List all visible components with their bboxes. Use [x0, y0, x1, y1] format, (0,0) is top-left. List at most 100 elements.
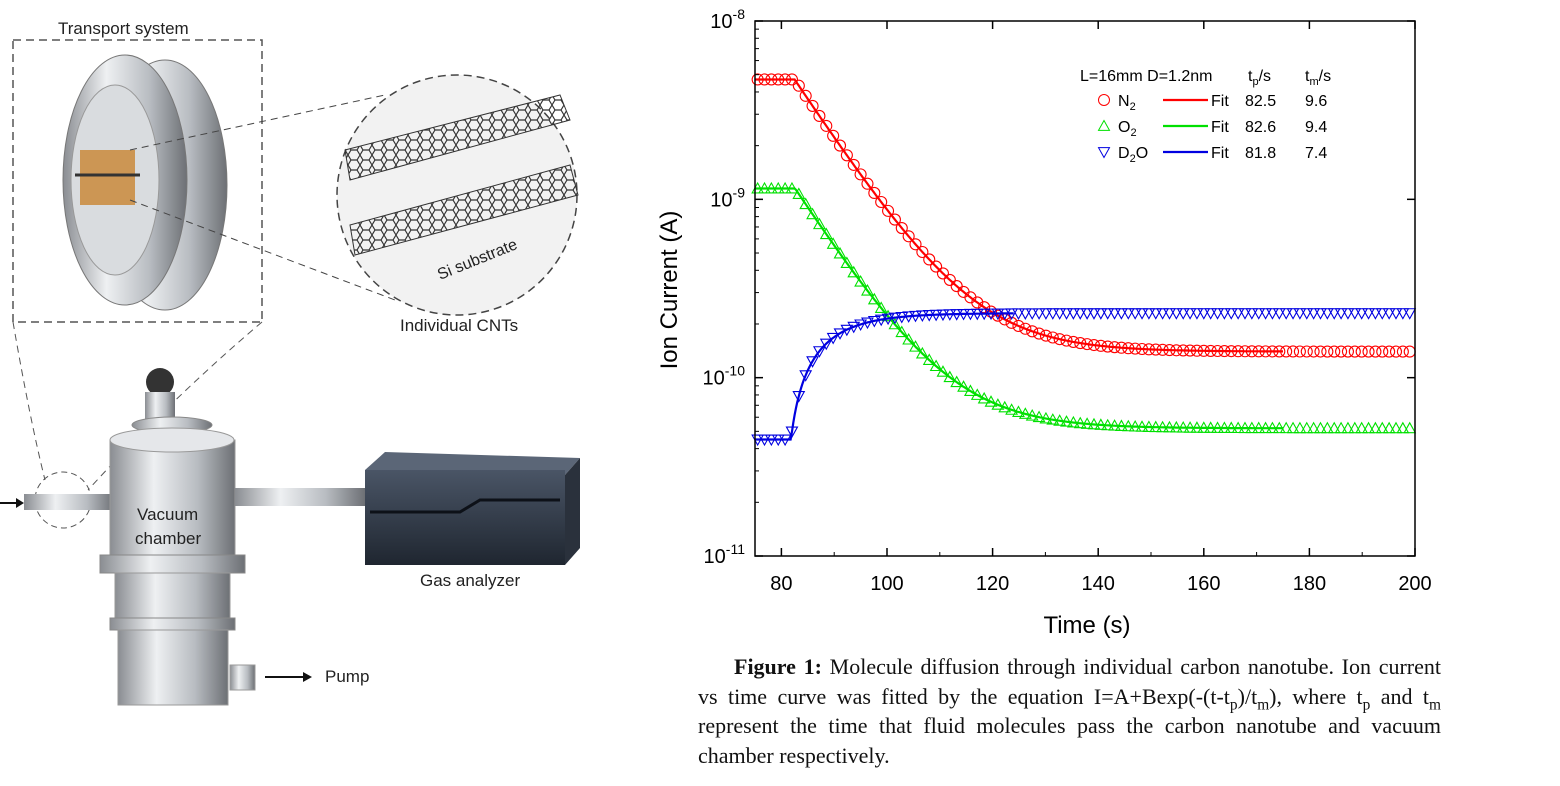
data-point — [1320, 421, 1334, 434]
data-point — [1314, 421, 1327, 434]
data-point — [1224, 308, 1238, 320]
data-point — [1046, 331, 1059, 344]
cnt-magnified-view — [336, 74, 579, 316]
data-point — [888, 317, 902, 330]
data-point — [1183, 308, 1197, 320]
data-point — [1012, 308, 1025, 320]
data-point — [922, 353, 936, 365]
data-point — [826, 237, 840, 249]
data-point — [1101, 308, 1115, 320]
data-point — [1348, 421, 1362, 434]
data-point — [1019, 322, 1032, 335]
legend-fit-label: Fit — [1211, 145, 1229, 162]
data-point — [1307, 421, 1321, 434]
data-point — [1321, 345, 1334, 358]
data-point — [861, 283, 874, 296]
transport-flange-illustration — [62, 54, 228, 311]
caption-sub: p — [1229, 695, 1238, 713]
data-point — [1320, 308, 1334, 320]
data-point — [1026, 325, 1039, 338]
legend-marker — [1098, 94, 1110, 106]
transport-system-label: Transport system — [58, 19, 189, 38]
chamber-label: chamber — [135, 529, 202, 548]
fit-line — [755, 187, 1283, 430]
data-point — [1252, 308, 1266, 320]
data-point — [1211, 308, 1224, 320]
data-point — [1327, 421, 1341, 434]
data-point — [1314, 308, 1327, 320]
data-point — [792, 391, 806, 403]
legend-tp-value: 82.6 — [1245, 119, 1276, 136]
data-point — [1033, 327, 1046, 340]
data-point — [806, 207, 819, 220]
data-point — [895, 221, 908, 235]
legend-series-name: N2 — [1118, 93, 1136, 113]
data-point — [1094, 308, 1108, 320]
caption-text: and t — [1370, 683, 1430, 709]
data-point — [1300, 308, 1314, 320]
data-point — [840, 149, 853, 162]
x-tick-label: 140 — [1082, 573, 1115, 595]
x-tick-label: 100 — [870, 573, 903, 595]
data-point — [1293, 421, 1307, 434]
caption-sub: p — [1362, 695, 1371, 713]
data-point — [1238, 308, 1252, 320]
legend-header: L=16mm D=1.2nm — [1080, 68, 1213, 85]
y-axis-label: Ion Current (A) — [656, 211, 683, 370]
data-point — [874, 301, 888, 313]
data-point — [806, 99, 819, 112]
data-point — [1341, 308, 1355, 320]
data-point — [1335, 345, 1348, 358]
fit-line — [755, 312, 1014, 441]
data-point — [1362, 308, 1375, 320]
data-point — [923, 253, 936, 266]
plot-frame — [754, 20, 1416, 557]
data-point — [1300, 421, 1314, 434]
caption-text: represent the time that fluid molecules … — [698, 713, 1441, 768]
data-point — [826, 332, 840, 345]
data-point — [799, 89, 812, 102]
data-point — [1231, 308, 1245, 320]
y-tick-label: 10-10 — [703, 363, 746, 390]
data-point — [902, 230, 915, 243]
data-point — [909, 340, 922, 352]
data-point — [1362, 421, 1375, 434]
data-point — [1403, 421, 1417, 434]
data-point — [1286, 308, 1300, 320]
transport-system-frame — [12, 39, 263, 323]
data-point — [1279, 308, 1293, 320]
data-point — [943, 370, 957, 383]
x-tick-label: 120 — [976, 573, 1009, 595]
data-point — [1176, 308, 1190, 320]
data-point — [1060, 308, 1073, 320]
data-point — [1156, 308, 1170, 320]
caption-text: ), where t — [1269, 683, 1363, 709]
data-point — [1328, 345, 1341, 358]
data-point — [936, 365, 950, 377]
data-point — [833, 246, 847, 259]
data-point — [1012, 319, 1025, 332]
data-point — [1376, 345, 1389, 358]
data-point — [1169, 308, 1183, 320]
caption-sub: m — [1429, 695, 1441, 713]
legend-marker — [1097, 119, 1111, 131]
data-point — [1334, 421, 1348, 434]
data-point — [1005, 316, 1018, 329]
data-point — [1362, 345, 1375, 358]
data-point — [1197, 308, 1211, 320]
data-point — [1355, 345, 1368, 358]
data-point — [833, 139, 847, 152]
data-point — [799, 197, 813, 210]
data-point — [1046, 308, 1060, 320]
data-point — [792, 79, 805, 92]
data-point — [1403, 345, 1416, 358]
caption-text: Molecule diffusion through individual ca… — [698, 654, 1441, 709]
legend-tm-header: tm/s — [1305, 68, 1331, 88]
data-point — [1053, 333, 1066, 346]
data-point — [902, 332, 916, 345]
y-tick-label: 10-11 — [704, 541, 746, 568]
data-point — [1259, 308, 1273, 320]
data-point — [1368, 421, 1382, 434]
data-point — [813, 109, 826, 123]
data-point — [1135, 308, 1149, 320]
